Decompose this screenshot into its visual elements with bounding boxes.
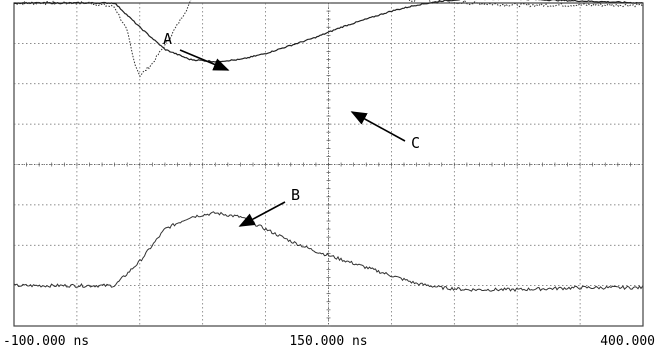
- trace-a: [13, 0, 643, 78]
- callout-arrow-c: [350, 111, 406, 142]
- x-tick-label: -100.000 ns: [3, 334, 89, 349]
- callout-label-a: A: [163, 30, 172, 48]
- grid: [13, 2, 644, 327]
- x-tick-labels: -100.000 ns 150.000 ns 400.000: [3, 334, 655, 349]
- trace-b: [13, 211, 643, 293]
- callout-label-b: B: [291, 186, 300, 204]
- callout-label-c: C: [411, 134, 420, 152]
- x-tick-label: 150.000 ns: [289, 334, 367, 349]
- trace-c: [13, 0, 643, 63]
- x-tick-label: 400.000: [600, 334, 655, 349]
- callout-arrow-a: [179, 49, 230, 71]
- callout-arrow-b: [238, 201, 286, 227]
- annotations: A B C: [163, 30, 420, 227]
- traces: [13, 0, 643, 293]
